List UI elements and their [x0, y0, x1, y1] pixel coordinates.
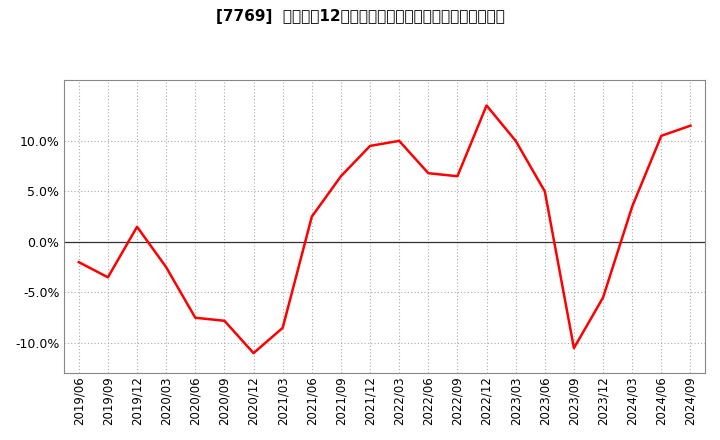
Text: [7769]  売上高の12か月移動合計の対前年同期増減率の推移: [7769] 売上高の12か月移動合計の対前年同期増減率の推移 [215, 9, 505, 24]
